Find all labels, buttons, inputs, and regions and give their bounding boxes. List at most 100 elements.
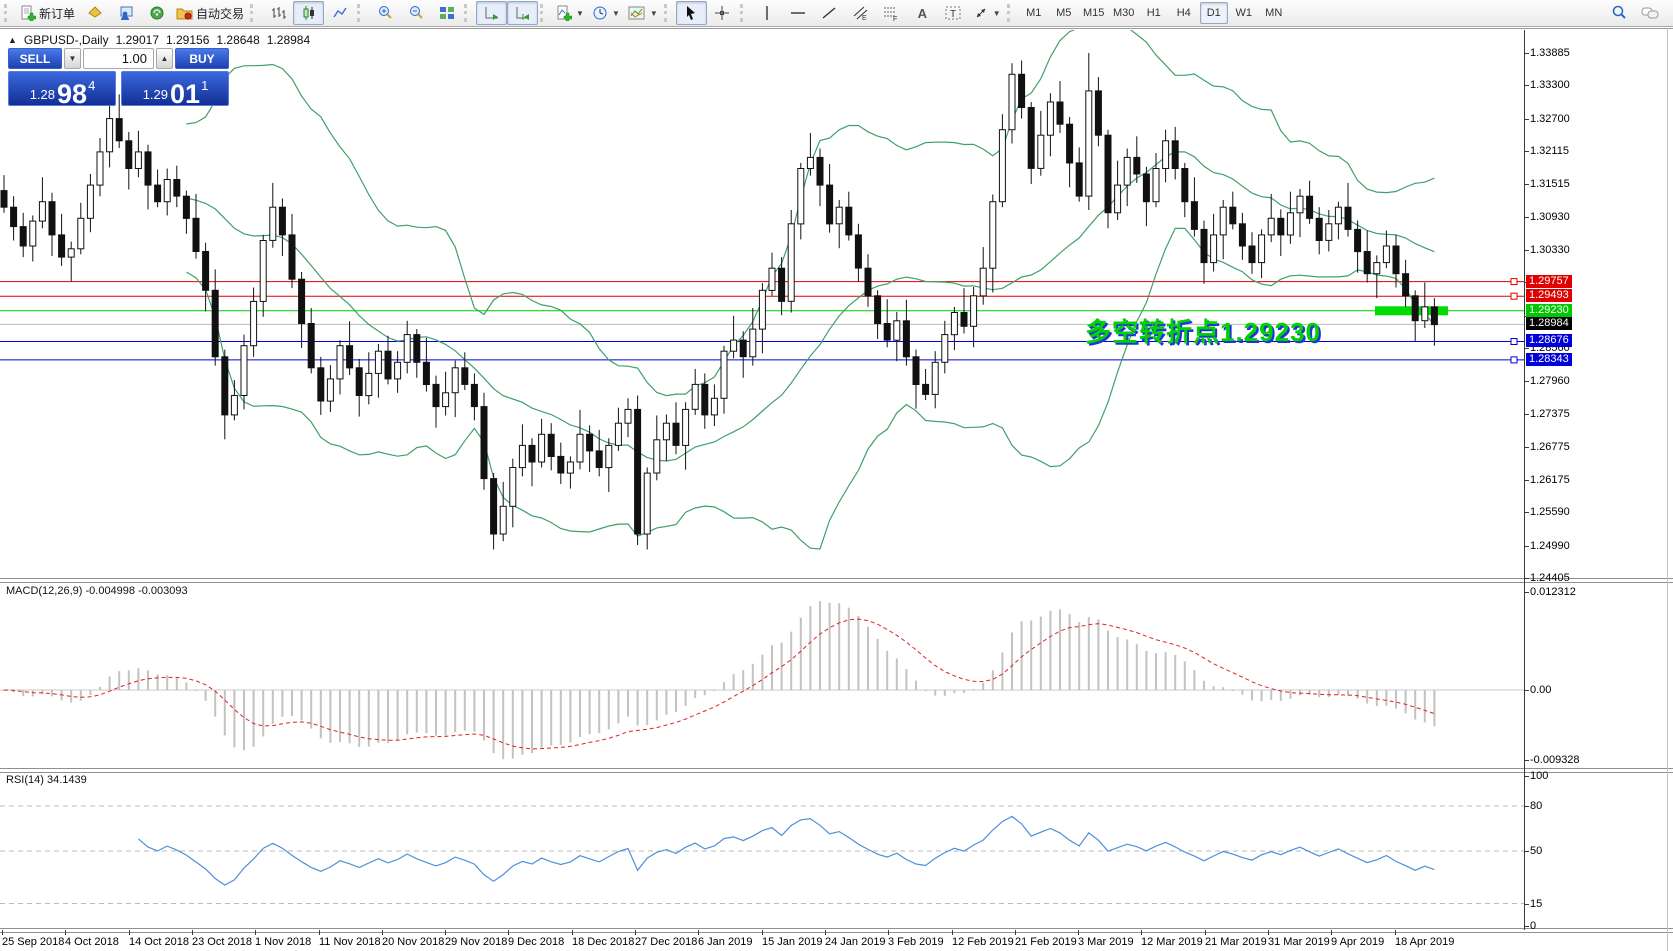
trendline-icon xyxy=(821,5,837,21)
new-order-button[interactable]: 新订单 xyxy=(16,1,79,25)
trendline-button[interactable] xyxy=(814,1,845,25)
timeframe-button-M1[interactable]: M1 xyxy=(1026,7,1042,19)
date-tick-mark xyxy=(1205,930,1206,935)
sell-button[interactable]: SELL xyxy=(8,48,62,69)
timeframe-button-M5[interactable]: M5 xyxy=(1056,7,1072,19)
macd-pane[interactable] xyxy=(0,582,1524,768)
line-handle[interactable] xyxy=(1510,356,1518,364)
toolbar-grip[interactable] xyxy=(464,4,472,22)
timeframe-button-M30[interactable]: M30 xyxy=(1113,7,1135,19)
data-window-button[interactable] xyxy=(79,1,110,25)
toolbar-grip[interactable] xyxy=(250,4,258,22)
macd-histogram-bar xyxy=(857,616,860,690)
candle-body xyxy=(384,350,392,380)
cursor-button[interactable] xyxy=(675,1,707,25)
crosshair-button[interactable] xyxy=(707,1,738,25)
rsi-pane[interactable] xyxy=(0,771,1524,928)
signals-button[interactable] xyxy=(141,1,172,25)
turning-point-annotation[interactable]: 多空转折点1.29230 xyxy=(1085,317,1321,347)
equidistant-channel-button[interactable]: E xyxy=(845,1,876,25)
bar-chart-button[interactable] xyxy=(262,1,293,25)
macd-histogram-bar xyxy=(319,690,322,739)
pane-divider[interactable] xyxy=(0,768,1673,773)
timeframe-button-M15[interactable]: M15 xyxy=(1083,7,1105,19)
autotrading-button[interactable]: 自动交易 xyxy=(172,1,248,25)
templates-dropdown[interactable]: ▼ xyxy=(624,1,662,25)
buy-price-box[interactable]: 1.29 01 1 xyxy=(121,71,229,108)
price-line-label[interactable]: 1.28676 xyxy=(1526,334,1572,347)
toolbar-grip[interactable] xyxy=(357,4,365,22)
date-tick-mark xyxy=(572,930,573,935)
toolbar-grip[interactable] xyxy=(1006,4,1015,22)
macd-histogram-bar xyxy=(867,626,869,690)
macd-histogram-bar xyxy=(406,690,409,735)
search-button[interactable] xyxy=(1603,1,1634,25)
price-line-label[interactable]: 1.29493 xyxy=(1526,289,1572,302)
text-button[interactable]: A xyxy=(907,1,938,25)
toolbar-grip[interactable] xyxy=(540,4,548,22)
vertical-line-button[interactable] xyxy=(752,1,783,25)
pane-divider[interactable] xyxy=(0,928,1673,933)
zoom-out-button[interactable] xyxy=(400,1,431,25)
volume-input[interactable]: 1.00 xyxy=(83,48,154,69)
timeframe-button-D1[interactable]: D1 xyxy=(1199,2,1228,24)
macd-histogram-bar xyxy=(396,690,399,741)
rsi-axis-label: 100 xyxy=(1530,770,1549,782)
candle-body xyxy=(614,422,622,446)
line-handle[interactable] xyxy=(1510,292,1518,300)
indicators-dropdown[interactable]: ▼ xyxy=(552,1,588,25)
date-tick-mark xyxy=(129,930,130,935)
macd-histogram-bar xyxy=(915,680,917,690)
one-click-collapse-icon[interactable]: ▲ xyxy=(8,35,17,45)
macd-histogram-bar xyxy=(214,690,217,717)
macd-histogram-bar xyxy=(1087,617,1090,690)
timeframe-button-H1[interactable]: H1 xyxy=(1146,7,1161,19)
pane-divider[interactable] xyxy=(0,578,1673,583)
toolbar-grip[interactable] xyxy=(4,4,12,22)
turning-point-highlight-bar[interactable] xyxy=(1375,306,1448,316)
macd-histogram-bar xyxy=(828,602,831,690)
horizontal-line-button[interactable] xyxy=(783,1,814,25)
candle-body xyxy=(58,234,66,258)
candle-body xyxy=(1373,262,1381,275)
macd-histogram-bar xyxy=(41,690,44,695)
price-line-label[interactable]: 1.28343 xyxy=(1526,353,1572,366)
indicators-icon xyxy=(556,5,573,21)
price-line-label[interactable]: 1.29230 xyxy=(1526,304,1572,317)
zoom-in-button[interactable] xyxy=(369,1,400,25)
price-chart[interactable] xyxy=(0,30,1524,578)
line-handle[interactable] xyxy=(1510,278,1518,286)
line-handle[interactable] xyxy=(1510,338,1518,345)
market-watch-button[interactable] xyxy=(110,1,141,25)
sell-price-box[interactable]: 1.28 98 4 xyxy=(8,71,116,108)
arrows-dropdown[interactable]: ▼ xyxy=(969,1,1005,25)
line-chart-button[interactable] xyxy=(324,1,355,25)
tile-windows-button[interactable] xyxy=(431,1,462,25)
volume-decrease-button[interactable]: ▼ xyxy=(64,48,81,69)
fibonacci-button[interactable]: F xyxy=(876,1,907,25)
chat-button[interactable] xyxy=(1634,1,1665,25)
candle-body xyxy=(1267,217,1275,236)
macd-histogram-bar xyxy=(1395,690,1397,709)
candle-body xyxy=(1315,217,1323,242)
price-line-label[interactable]: 1.29757 xyxy=(1526,275,1572,288)
timeframe-button-W1[interactable]: W1 xyxy=(1235,7,1252,19)
toolbar-grip[interactable] xyxy=(739,4,748,22)
macd-histogram-bar xyxy=(310,690,313,729)
text-label-button[interactable]: T xyxy=(938,1,969,25)
buy-button[interactable]: BUY xyxy=(175,48,229,69)
volume-increase-button[interactable]: ▲ xyxy=(156,48,173,69)
timeframe-button-H4[interactable]: H4 xyxy=(1176,7,1191,19)
candle-body xyxy=(902,320,910,358)
timeframe-button-MN[interactable]: MN xyxy=(1265,7,1283,19)
chart-shift-button[interactable] xyxy=(507,1,539,25)
macd-histogram-bar xyxy=(799,617,802,690)
candlestick-chart-button[interactable] xyxy=(293,1,325,25)
bar-chart-icon xyxy=(270,5,286,21)
toolbar-grip[interactable] xyxy=(663,4,672,22)
periods-dropdown[interactable]: ▼ xyxy=(588,1,624,25)
date-tick-mark xyxy=(508,930,509,935)
auto-scroll-button[interactable] xyxy=(476,1,508,25)
macd-histogram-bar xyxy=(223,690,226,736)
candle-body xyxy=(1354,228,1362,253)
